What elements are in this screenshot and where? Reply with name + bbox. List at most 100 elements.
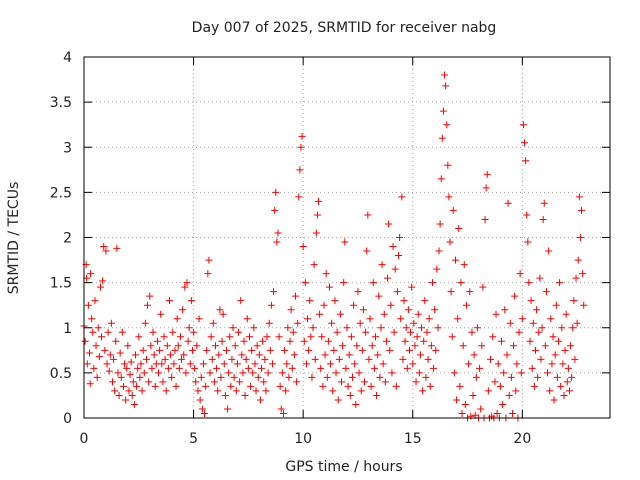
data-point xyxy=(287,306,295,314)
data-point xyxy=(133,382,141,390)
data-point xyxy=(165,297,173,305)
data-point xyxy=(169,328,177,336)
data-point xyxy=(138,387,146,395)
data-point xyxy=(420,337,428,345)
data-point xyxy=(299,243,307,251)
data-point xyxy=(86,380,94,388)
data-point xyxy=(159,378,167,386)
data-point xyxy=(403,364,411,372)
data-point xyxy=(432,346,440,354)
data-point xyxy=(294,319,302,327)
data-point xyxy=(158,360,166,368)
data-point xyxy=(524,238,532,246)
data-point xyxy=(277,405,285,413)
data-point xyxy=(385,220,393,228)
data-point xyxy=(248,346,256,354)
data-point xyxy=(309,324,317,332)
data-point xyxy=(434,324,442,332)
data-point xyxy=(460,261,468,269)
data-point xyxy=(482,184,490,192)
data-point xyxy=(240,337,248,345)
data-point xyxy=(192,378,200,386)
data-point xyxy=(557,382,565,390)
data-point xyxy=(373,391,381,399)
data-point xyxy=(199,360,207,368)
data-point xyxy=(533,306,541,314)
data-point xyxy=(571,355,579,363)
data-point xyxy=(517,369,525,377)
data-point xyxy=(250,324,258,332)
data-point xyxy=(498,337,506,345)
data-point xyxy=(110,355,118,363)
data-point xyxy=(233,360,241,368)
data-point xyxy=(493,409,501,417)
data-point xyxy=(100,243,108,251)
data-point xyxy=(151,382,159,390)
data-point xyxy=(253,342,261,350)
data-point xyxy=(164,364,172,372)
data-point xyxy=(121,360,129,368)
data-point xyxy=(278,369,286,377)
data-point xyxy=(560,391,568,399)
data-point xyxy=(279,409,287,417)
data-point xyxy=(412,378,420,386)
data-point xyxy=(212,342,219,350)
data-point xyxy=(296,166,304,174)
data-point xyxy=(168,373,176,381)
data-point xyxy=(395,252,403,260)
data-point xyxy=(130,400,138,408)
data-point xyxy=(423,328,431,336)
data-point xyxy=(204,270,212,278)
data-point xyxy=(89,328,97,336)
data-point xyxy=(342,364,350,372)
data-point xyxy=(126,371,134,379)
data-point xyxy=(146,292,154,300)
data-point xyxy=(574,256,582,264)
data-point xyxy=(456,382,464,390)
data-point xyxy=(513,360,521,368)
data-point xyxy=(447,288,455,296)
data-point xyxy=(503,351,511,359)
data-point xyxy=(519,121,527,129)
data-point xyxy=(93,373,101,381)
data-point xyxy=(243,315,251,323)
data-point xyxy=(90,364,98,372)
data-point xyxy=(448,333,456,341)
data-point xyxy=(122,396,130,404)
data-point xyxy=(96,283,104,291)
data-point xyxy=(104,328,112,336)
data-point xyxy=(365,355,373,363)
data-point xyxy=(547,315,555,323)
data-point xyxy=(441,71,449,79)
data-point xyxy=(364,211,372,219)
data-point xyxy=(469,391,477,399)
data-point xyxy=(210,378,218,386)
data-point xyxy=(508,409,516,417)
data-point xyxy=(179,306,187,314)
data-point xyxy=(510,342,518,350)
data-point xyxy=(558,324,566,332)
data-point xyxy=(302,360,310,368)
data-point xyxy=(186,360,194,368)
data-point xyxy=(461,400,469,408)
data-point xyxy=(580,301,588,309)
data-point xyxy=(114,369,122,377)
data-point xyxy=(156,346,164,354)
data-point xyxy=(265,319,273,327)
data-point xyxy=(264,369,272,377)
data-point xyxy=(542,288,550,296)
data-point xyxy=(258,364,266,372)
data-point xyxy=(401,337,409,345)
data-point xyxy=(270,288,278,296)
data-point xyxy=(492,310,500,318)
data-point xyxy=(535,328,543,336)
data-point xyxy=(408,283,416,291)
data-point xyxy=(301,279,309,287)
data-point xyxy=(201,409,209,417)
x-tick-label: 10 xyxy=(294,431,312,447)
data-point xyxy=(239,369,247,377)
data-point xyxy=(550,396,558,404)
data-point xyxy=(338,378,346,386)
data-point xyxy=(148,364,156,372)
data-point xyxy=(439,107,447,115)
